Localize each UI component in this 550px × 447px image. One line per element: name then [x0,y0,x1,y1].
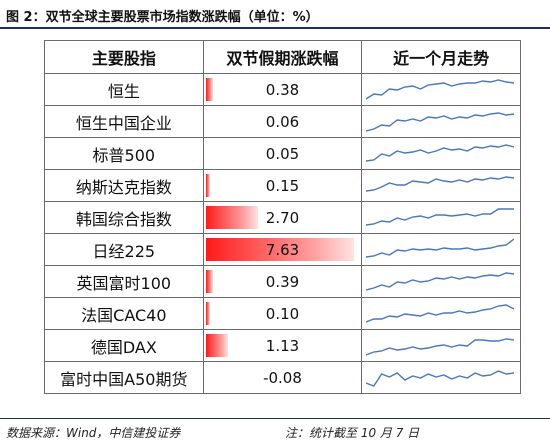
table-row: 德国DAX 1.13 [44,329,521,362]
sparkline [366,79,515,100]
header-monthly-trend: 近一个月走势 [361,40,521,74]
change-cell: 0.05 [202,137,363,170]
table-header-row: 主要股指 双节假期涨跌幅 近一个月走势 [44,40,521,74]
trend-cell [361,169,521,202]
table-row: 英国富时100 0.39 [44,265,521,298]
change-cell: 1.13 [202,329,363,362]
data-source: 数据来源：Wind，中信建投证券 [6,426,181,440]
change-value: 1.13 [265,336,300,355]
change-value: 0.39 [265,272,300,291]
sparkline [366,112,515,132]
trend-cell [361,105,521,138]
sparkline [366,272,515,291]
trend-cell [361,201,521,234]
change-value: 0.38 [265,80,300,99]
change-bar [205,206,259,229]
table-row: 法国CAC40 0.10 [44,297,521,330]
change-value: 2.70 [265,208,300,227]
sparkline [366,144,515,162]
trend-cell [361,329,521,362]
change-bar [205,238,354,261]
sparkline [366,338,515,356]
index-change-table: 主要股指 双节假期涨跌幅 近一个月走势 恒生 0.38 恒生中国企业 0.06 … [44,40,521,394]
table-row: 富时中国A50期货 -0.08 [44,361,521,394]
sparkline-line [366,208,515,226]
table-row: 恒生中国企业 0.06 [44,105,521,138]
footer-divider [0,418,550,419]
trend-cell [361,361,521,394]
change-bar [205,174,210,197]
change-value: 0.15 [265,176,300,195]
index-name: 恒生中国企业 [44,105,204,138]
change-value: 0.10 [265,304,300,323]
sparkline-line [366,176,515,192]
table-row: 日经225 7.63 [44,233,521,266]
table-row: 恒生 0.38 [44,73,521,106]
sparkline-line [366,370,515,387]
trend-cell [361,297,521,330]
change-cell: 7.63 [202,233,363,266]
table-row: 标普500 0.05 [44,137,521,170]
change-value: 0.05 [265,144,300,163]
table-row: 韩国综合指数 2.70 [44,201,521,234]
figure-title: 图 2：双节全球主要股票市场指数涨跌幅（单位：%） [6,10,319,25]
index-name: 韩国综合指数 [44,201,204,234]
trend-cell [361,73,521,106]
change-bar [205,270,214,293]
change-value: 0.06 [265,112,300,131]
sparkline-line [366,144,515,162]
sparkline-line [366,272,515,291]
sparkline-line [366,338,515,356]
index-name: 富时中国A50期货 [44,361,204,394]
change-cell: 0.38 [202,73,363,106]
change-bar [205,302,210,325]
change-cell: 0.06 [202,105,363,138]
header-holiday-change: 双节假期涨跌幅 [202,40,363,74]
index-name: 恒生 [44,73,204,106]
sparkline [366,238,515,258]
sparkline-line [366,238,515,258]
sparkline-line [366,304,515,323]
sparkline-line [366,112,515,132]
change-cell: 2.70 [202,201,363,234]
index-name: 标普500 [44,137,204,170]
index-name: 德国DAX [44,329,204,362]
sparkline [366,176,515,192]
table-row: 纳斯达克指数 0.15 [44,169,521,202]
index-name: 纳斯达克指数 [44,169,204,202]
change-bar [205,78,214,101]
footnote: 注：统计截至 10 月 7 日 [285,426,420,440]
change-value: 7.63 [265,240,300,259]
change-bar [205,334,228,357]
trend-cell [361,233,521,266]
title-divider [0,27,550,29]
change-cell: 0.10 [202,297,363,330]
trend-cell [361,137,521,170]
index-name: 英国富时100 [44,265,204,298]
sparkline [366,208,515,226]
change-cell: 0.15 [202,169,363,202]
sparkline-line [366,79,515,100]
sparkline [366,370,515,387]
index-name: 日经225 [44,233,204,266]
header-index-name: 主要股指 [44,40,204,74]
sparkline [366,304,515,323]
change-cell: 0.39 [202,265,363,298]
change-value: -0.08 [263,368,302,387]
index-name: 法国CAC40 [44,297,204,330]
trend-cell [361,265,521,298]
change-cell: -0.08 [202,361,363,394]
